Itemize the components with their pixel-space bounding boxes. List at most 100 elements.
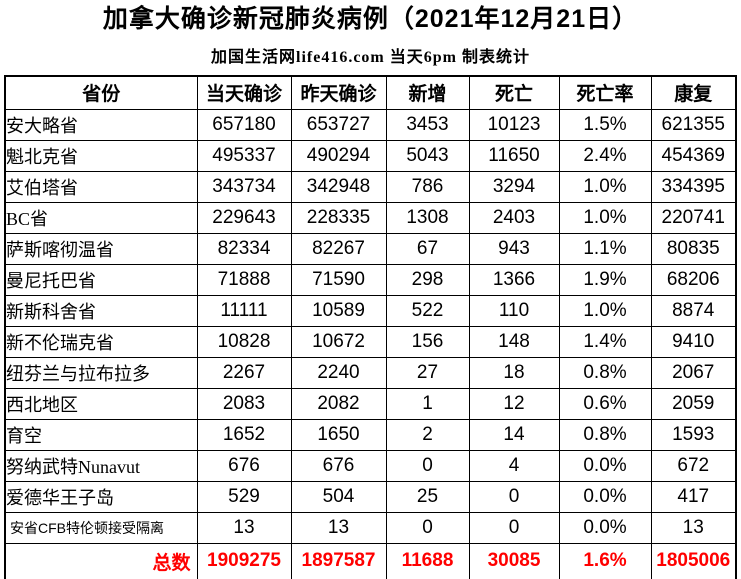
value-cell: 13: [196, 511, 292, 544]
value-cell: 1652: [196, 418, 292, 451]
value-cell: 13: [650, 511, 737, 544]
table-row: 艾伯塔省 343734 342948 786 3294 1.0% 334395: [4, 170, 737, 203]
table-row: 萨斯喀彻温省 82334 82267 67 943 1.1% 80835: [4, 232, 737, 265]
value-cell: 13: [290, 511, 387, 544]
province-cell: 魁北克省: [4, 139, 198, 172]
value-cell: 2082: [290, 387, 387, 420]
value-cell: 228335: [290, 201, 387, 234]
value-cell: 0.0%: [558, 449, 652, 482]
value-cell: 1.1%: [558, 232, 652, 265]
value-cell: 342948: [290, 170, 387, 203]
table-row: 新斯科舍省 11111 10589 522 110 1.0% 8874: [4, 294, 737, 327]
covid-stats-table: 省份 当天确诊 昨天确诊 新增 死亡 死亡率 康复 安大略省 657180 653727 3453…: [4, 75, 737, 579]
value-cell: 653727: [290, 108, 387, 141]
value-cell: 156: [385, 325, 470, 358]
value-cell: 298: [385, 263, 470, 296]
table-row: BC省 229643 228335 1308 2403 1.0% 220741: [4, 201, 737, 234]
value-cell: 10589: [290, 294, 387, 327]
province-cell: 爱德华王子岛: [4, 480, 198, 513]
province-cell: 萨斯喀彻温省: [4, 232, 198, 265]
value-cell: 220741: [650, 201, 737, 234]
province-cell: 努纳武特Nunavut: [4, 449, 198, 482]
value-cell: 621355: [650, 108, 737, 141]
value-cell: 11111: [196, 294, 292, 327]
header-row: 省份 当天确诊 昨天确诊 新增 死亡 死亡率 康复: [4, 75, 737, 110]
value-cell: 0: [385, 449, 470, 482]
value-cell: 490294: [290, 139, 387, 172]
value-cell: 676: [290, 449, 387, 482]
value-cell: 786: [385, 170, 470, 203]
value-cell: 110: [468, 294, 560, 327]
value-cell: 495337: [196, 139, 292, 172]
value-cell: 1.0%: [558, 294, 652, 327]
value-cell: 8874: [650, 294, 737, 327]
value-cell: 82334: [196, 232, 292, 265]
value-cell: 3294: [468, 170, 560, 203]
value-cell: 229643: [196, 201, 292, 234]
value-cell: 9410: [650, 325, 737, 358]
total-row: 总数 1909275 1897587 11688 30085 1.6% 1805006: [4, 542, 737, 579]
value-cell: 672: [650, 449, 737, 482]
value-cell: 334395: [650, 170, 737, 203]
value-cell: 1593: [650, 418, 737, 451]
value-cell: 0.8%: [558, 418, 652, 451]
value-cell: 148: [468, 325, 560, 358]
value-cell: 71888: [196, 263, 292, 296]
province-cell: BC省: [4, 201, 198, 234]
value-cell: 529: [196, 480, 292, 513]
value-cell: 1.4%: [558, 325, 652, 358]
value-cell: 10828: [196, 325, 292, 358]
value-cell: 0.8%: [558, 356, 652, 389]
value-cell: 343734: [196, 170, 292, 203]
table-row: 爱德华王子岛 529 504 25 0 0.0% 417: [4, 480, 737, 513]
value-cell: 5043: [385, 139, 470, 172]
value-cell: 2: [385, 418, 470, 451]
province-cell: 纽芬兰与拉布拉多: [4, 356, 198, 389]
value-cell: 27: [385, 356, 470, 389]
province-cell: 育空: [4, 418, 198, 451]
page-subtitle: 加国生活网life416.com 当天6pm 制表统计: [211, 49, 530, 66]
value-cell: 0: [468, 480, 560, 513]
value-cell: 1.9%: [558, 263, 652, 296]
value-cell: 2240: [290, 356, 387, 389]
total-label: 总数: [4, 542, 198, 579]
total-value-cell: 1909275: [196, 542, 292, 579]
value-cell: 18: [468, 356, 560, 389]
column-header: 当天确诊: [196, 75, 292, 110]
province-cell: 曼尼托巴省: [4, 263, 198, 296]
table-row: 西北地区 2083 2082 1 12 0.6% 2059: [4, 387, 737, 420]
province-cell: 新斯科舍省: [4, 294, 198, 327]
value-cell: 0.0%: [558, 480, 652, 513]
table-row: 新不伦瑞克省 10828 10672 156 148 1.4% 9410: [4, 325, 737, 358]
value-cell: 1.0%: [558, 170, 652, 203]
province-cell: 西北地区: [4, 387, 198, 420]
total-value-cell: 30085: [468, 542, 560, 579]
column-header: 新增: [385, 75, 470, 110]
column-header: 省份: [4, 75, 198, 110]
table-row: 曼尼托巴省 71888 71590 298 1366 1.9% 68206: [4, 263, 737, 296]
value-cell: 2.4%: [558, 139, 652, 172]
value-cell: 80835: [650, 232, 737, 265]
column-header: 康复: [650, 75, 737, 110]
table-row: 安省CFB特伦顿接受隔离 13 13 0 0 0.0% 13: [4, 511, 737, 544]
value-cell: 10123: [468, 108, 560, 141]
value-cell: 417: [650, 480, 737, 513]
value-cell: 11650: [468, 139, 560, 172]
column-header: 死亡: [468, 75, 560, 110]
value-cell: 1: [385, 387, 470, 420]
province-cell: 新不伦瑞克省: [4, 325, 198, 358]
value-cell: 0: [468, 511, 560, 544]
total-value-cell: 11688: [385, 542, 470, 579]
table-row: 安大略省 657180 653727 3453 10123 1.5% 621355: [4, 108, 737, 141]
value-cell: 454369: [650, 139, 737, 172]
value-cell: 10672: [290, 325, 387, 358]
province-cell: 艾伯塔省: [4, 170, 198, 203]
value-cell: 504: [290, 480, 387, 513]
value-cell: 2267: [196, 356, 292, 389]
value-cell: 1650: [290, 418, 387, 451]
value-cell: 2059: [650, 387, 737, 420]
province-cell: 安省CFB特伦顿接受隔离: [4, 511, 198, 544]
value-cell: 71590: [290, 263, 387, 296]
table-row: 纽芬兰与拉布拉多 2267 2240 27 18 0.8% 2067: [4, 356, 737, 389]
